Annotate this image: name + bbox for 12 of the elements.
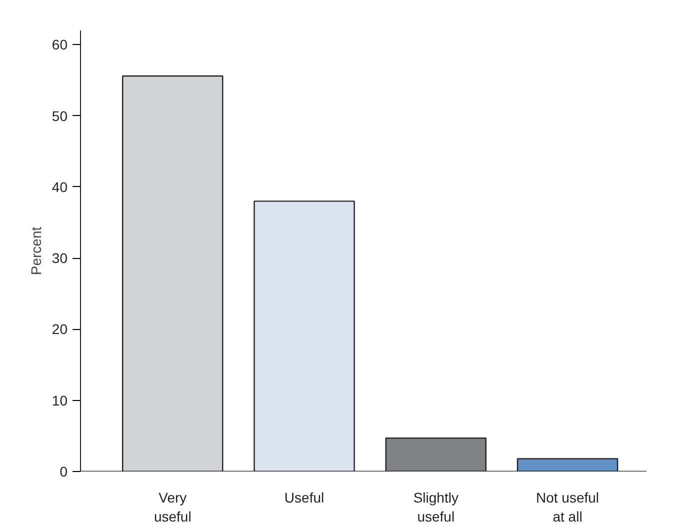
y-axis-title: Percent: [28, 226, 44, 276]
y-tick-label: 10: [52, 392, 68, 408]
x-tick-label: Very useful: [154, 490, 192, 525]
x-tick-label: Useful: [284, 490, 324, 506]
y-tick-label: 40: [52, 178, 68, 195]
x-tick-label: Slightly useful: [413, 490, 458, 525]
y-tick-label: 60: [52, 36, 68, 53]
y-tick-label: 30: [52, 250, 68, 266]
y-tick-label: 20: [52, 321, 68, 338]
y-tick-label: 0: [60, 464, 68, 480]
x-tick-label: Not useful at all: [536, 490, 600, 525]
y-tick-label: 50: [52, 108, 68, 124]
